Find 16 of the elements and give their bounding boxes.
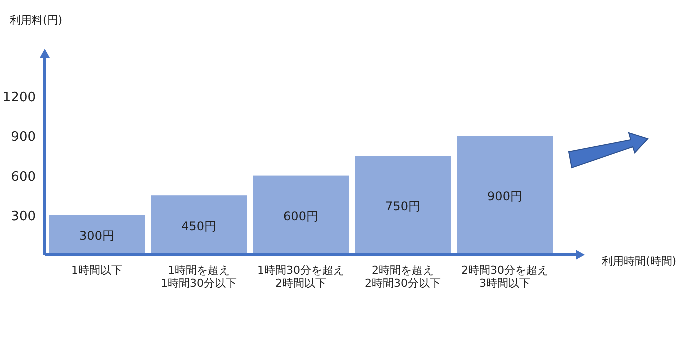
x-axis-title: 利用時間(時間) [602, 255, 677, 268]
x-tick-label: 2時間を超え 2時間30分以下 [365, 264, 441, 290]
data-label: 900円 [488, 190, 522, 204]
y-tick-label: 1200 [2, 90, 36, 106]
x-tick-label: 1時間を超え 1時間30分以下 [161, 264, 237, 290]
x-tick-label: 1時間以下 [72, 264, 122, 277]
data-label: 300円 [80, 229, 114, 244]
data-label: 750円 [386, 200, 420, 214]
data-label: 600円 [284, 209, 318, 224]
x-tick-label: 1時間30分を超え 2時間以下 [258, 264, 344, 290]
y-tick-label: 900 [11, 130, 36, 146]
data-label: 450円 [182, 219, 216, 234]
x-tick-label: 2時間30分を超え 3時間以下 [462, 264, 548, 290]
y-tick-label: 300 [11, 209, 36, 224]
y-tick-label: 600 [11, 170, 36, 185]
y-axis-title: 利用料(円) [10, 14, 63, 27]
